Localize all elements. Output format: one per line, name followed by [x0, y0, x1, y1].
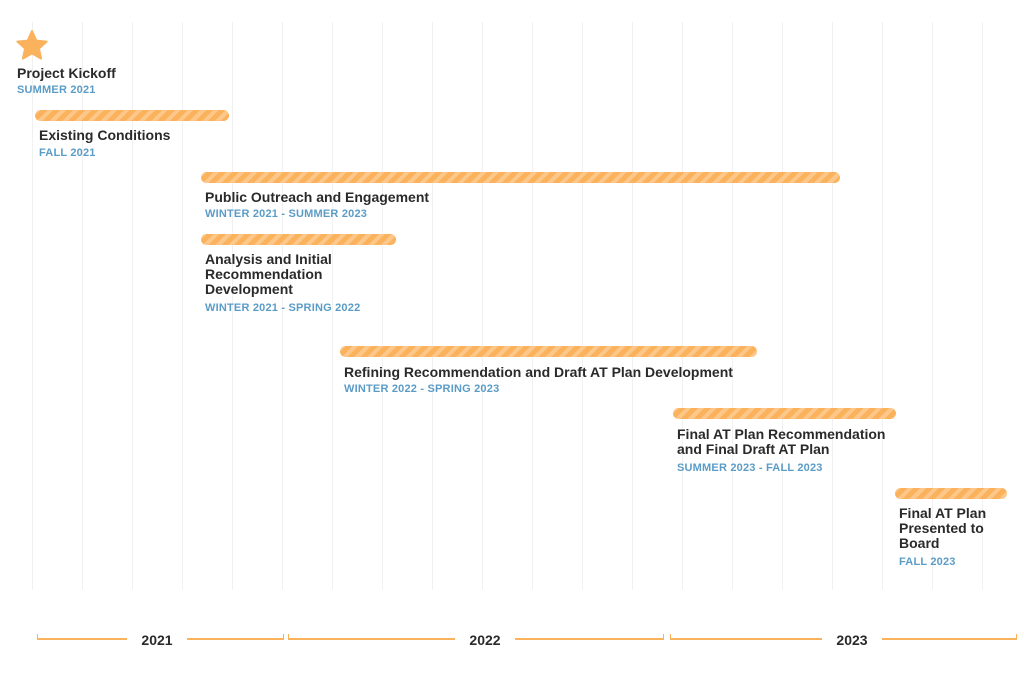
task-period: WINTER 2022 - SPRING 2023 [344, 383, 500, 395]
grid-line [832, 22, 833, 590]
year-label: 2022 [455, 632, 515, 648]
task-bar [35, 110, 229, 121]
grid-line [432, 22, 433, 590]
grid-line [782, 22, 783, 590]
task-period: FALL 2023 [899, 556, 956, 568]
task-label: Final AT Plan Presented to Board [899, 505, 987, 551]
task-label: Existing Conditions [39, 127, 171, 143]
star-icon [16, 30, 48, 60]
grid-line [632, 22, 633, 590]
year-bracket [288, 634, 664, 640]
grid-line [182, 22, 183, 590]
task-bar [201, 234, 396, 245]
task-period: WINTER 2021 - SUMMER 2023 [205, 208, 368, 220]
grid-line [982, 22, 983, 590]
task-period: SUMMER 2023 - FALL 2023 [677, 462, 823, 474]
grid-line [482, 22, 483, 590]
task-label: Public Outreach and Engagement [205, 189, 430, 205]
year-label: 2021 [127, 632, 187, 648]
year-bracket [670, 634, 1017, 640]
task-bar [340, 346, 757, 357]
task-label: Refining Recommendation and Draft AT Pla… [344, 364, 733, 380]
year-label: 2023 [822, 632, 882, 648]
task-bar [673, 408, 896, 419]
grid-line [932, 22, 933, 590]
task-label: Analysis and Initial Recommendation Deve… [205, 251, 332, 297]
task-label: Final AT Plan Recommendation and Final D… [677, 426, 886, 457]
grid-line [532, 22, 533, 590]
task-bar [201, 172, 840, 183]
grid-line [732, 22, 733, 590]
task-bar [895, 488, 1007, 499]
grid-line [332, 22, 333, 590]
grid-line [282, 22, 283, 590]
grid-line [82, 22, 83, 590]
grid-line [682, 22, 683, 590]
grid-line [382, 22, 383, 590]
milestone-label: Project Kickoff [17, 65, 116, 81]
task-period: FALL 2021 [39, 147, 96, 159]
task-period: WINTER 2021 - SPRING 2022 [205, 302, 361, 314]
grid-line [32, 22, 33, 590]
grid-line [232, 22, 233, 590]
milestone-period: SUMMER 2021 [17, 84, 96, 96]
year-bracket [37, 634, 284, 640]
grid-line [882, 22, 883, 590]
grid-line [132, 22, 133, 590]
grid-line [582, 22, 583, 590]
